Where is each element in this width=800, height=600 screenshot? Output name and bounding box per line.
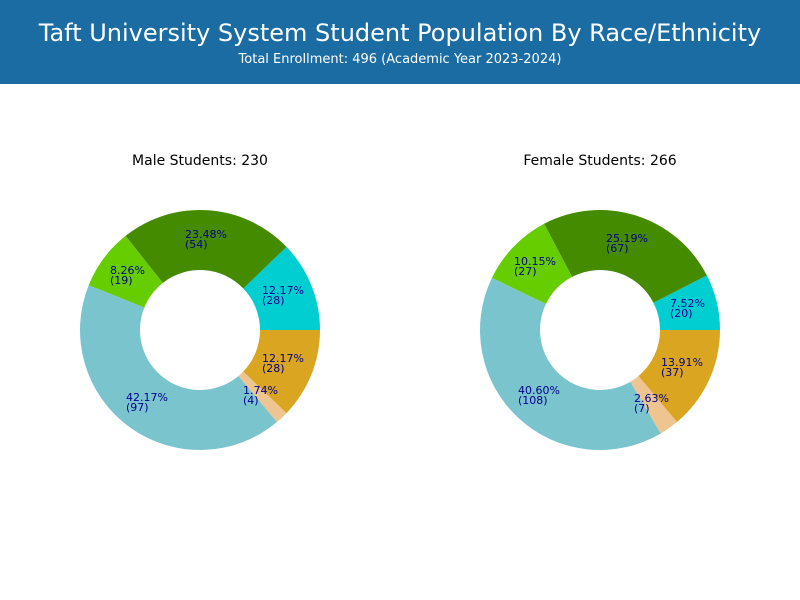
slice-count-label: (20)	[670, 307, 693, 320]
slice-percent-label: 8.26%	[110, 264, 145, 277]
slice-percent-label: 25.19%	[606, 232, 648, 245]
donut-slice	[491, 223, 573, 304]
slice-count-label: (108)	[518, 394, 548, 407]
slice-count-label: (54)	[185, 238, 208, 251]
page-subtitle: Total Enrollment: 496 (Academic Year 202…	[238, 52, 562, 67]
chart-title: Female Students: 266	[523, 153, 676, 169]
slice-count-label: (27)	[514, 265, 537, 278]
donut-slice	[88, 235, 163, 308]
donut-slice	[480, 277, 661, 450]
slice-count-label: (28)	[262, 294, 285, 307]
donut-slice	[243, 330, 320, 414]
slice-count-label: (97)	[126, 401, 149, 414]
chart-title: Male Students: 230	[132, 153, 268, 169]
header-banner: Taft University System Student Populatio…	[0, 0, 800, 84]
donut-slice	[630, 376, 678, 434]
slice-percent-label: 13.91%	[661, 356, 703, 369]
slice-count-label: (28)	[262, 362, 285, 375]
donut-slice	[653, 275, 720, 330]
slice-percent-label: 12.17%	[262, 284, 304, 297]
slice-percent-label: 10.15%	[514, 255, 556, 268]
donut-slice	[544, 209, 707, 303]
slice-count-label: (67)	[606, 242, 629, 255]
donut-slice	[125, 209, 287, 289]
slice-percent-label: 23.48%	[185, 228, 227, 241]
slice-percent-label: 40.60%	[518, 384, 560, 397]
donut-slice	[638, 330, 720, 423]
page-title: Taft University System Student Populatio…	[38, 19, 762, 47]
slice-percent-label: 1.74%	[243, 384, 278, 397]
donut-slice	[80, 285, 277, 451]
slice-percent-label: 12.17%	[262, 352, 304, 365]
slice-count-label: (37)	[661, 366, 684, 379]
slice-count-label: (19)	[110, 274, 133, 287]
slice-percent-label: 42.17%	[126, 391, 168, 404]
donut-slice	[243, 246, 320, 330]
slice-count-label: (4)	[243, 394, 259, 407]
slice-count-label: (7)	[634, 402, 650, 415]
donut-slice	[238, 371, 287, 423]
slice-percent-label: 7.52%	[670, 297, 705, 310]
slice-percent-label: 2.63%	[634, 392, 669, 405]
